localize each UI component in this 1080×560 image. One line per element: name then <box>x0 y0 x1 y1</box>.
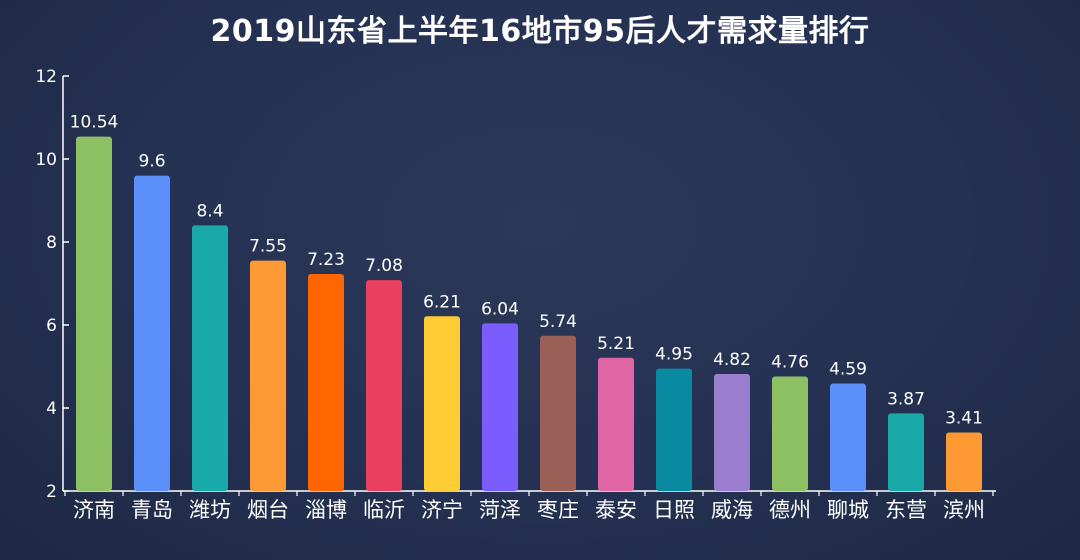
bar-16 <box>946 432 982 491</box>
y-tick-label: 12 <box>35 67 57 87</box>
value-label: 4.82 <box>713 350 751 370</box>
bar-8 <box>482 323 518 491</box>
value-label: 8.4 <box>196 201 223 221</box>
category-label: 临沂 <box>363 498 405 522</box>
value-label: 7.55 <box>249 237 287 257</box>
value-label: 4.59 <box>829 360 867 380</box>
category-label: 淄博 <box>305 498 347 522</box>
bar-13 <box>772 376 808 491</box>
bar-11 <box>656 368 692 491</box>
y-tick-label: 6 <box>46 316 57 336</box>
category-label: 日照 <box>653 498 695 522</box>
category-label: 烟台 <box>247 498 289 522</box>
bars <box>76 136 982 491</box>
y-tick-label: 8 <box>46 233 57 253</box>
bar-4 <box>250 260 286 491</box>
value-label: 4.76 <box>771 352 809 372</box>
bar-3 <box>192 225 228 491</box>
category-label: 济宁 <box>421 498 463 522</box>
category-label: 滨州 <box>943 498 985 522</box>
category-label: 枣庄 <box>537 498 579 522</box>
category-label: 菏泽 <box>479 498 521 522</box>
category-label: 聊城 <box>827 498 869 522</box>
value-label: 3.87 <box>887 389 925 409</box>
category-label: 泰安 <box>595 498 637 522</box>
value-label: 4.95 <box>655 345 693 365</box>
value-label: 6.21 <box>423 292 461 312</box>
category-label: 青岛 <box>131 498 173 522</box>
value-label: 7.08 <box>365 256 403 276</box>
bar-15 <box>888 413 924 491</box>
bar-9 <box>540 335 576 491</box>
bar-10 <box>598 357 634 491</box>
category-label: 德州 <box>769 498 811 522</box>
labels: 10.54 济南 9.6 青岛 8.4 潍坊 7.55 烟台 7.23 淄博 7.08 临沂 6.21 济… <box>70 113 985 522</box>
value-label: 6.04 <box>481 299 519 319</box>
value-label: 5.21 <box>597 334 635 354</box>
bar-1 <box>76 136 112 491</box>
y-tick-label: 10 <box>35 150 57 170</box>
value-label: 5.74 <box>539 312 577 332</box>
bar-14 <box>830 383 866 491</box>
bar-12 <box>714 373 750 491</box>
bar-2 <box>134 175 170 491</box>
category-label: 潍坊 <box>189 498 231 522</box>
category-label: 东营 <box>885 498 927 522</box>
y-tick-label: 4 <box>46 399 57 419</box>
bar-6 <box>366 280 402 491</box>
value-label: 7.23 <box>307 250 345 270</box>
value-label: 3.41 <box>945 408 983 428</box>
value-label: 9.6 <box>138 152 165 172</box>
y-tick-label: 2 <box>46 482 57 502</box>
category-label: 威海 <box>711 498 753 522</box>
value-label: 10.54 <box>70 113 119 133</box>
category-label: 济南 <box>73 498 115 522</box>
chart-title: 2019山东省上半年16地市95后人才需求量排行 <box>210 14 870 49</box>
bar-5 <box>308 273 344 491</box>
bar-7 <box>424 316 460 491</box>
